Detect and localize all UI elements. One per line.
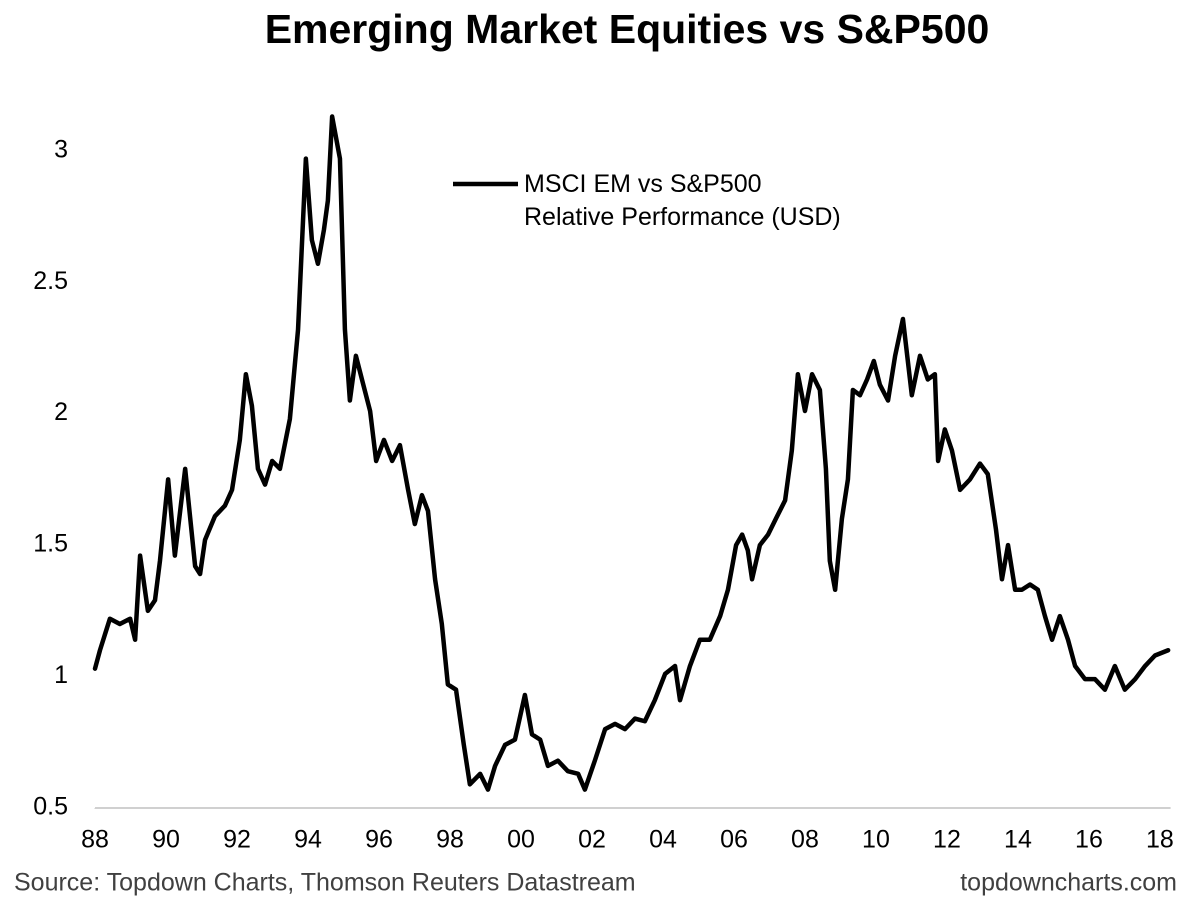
legend-label: MSCI EM vs S&P500 Relative Performance (…	[524, 170, 841, 231]
y-tick-label: 2.5	[33, 267, 68, 295]
x-tick-label: 00	[507, 826, 535, 854]
x-tick-label: 16	[1075, 826, 1103, 854]
y-tick-label: 2	[54, 398, 68, 426]
y-tick-label: 1.5	[33, 530, 68, 558]
x-tick-label: 18	[1146, 826, 1174, 854]
x-tick-label: 02	[578, 826, 606, 854]
x-tick-label: 88	[81, 826, 109, 854]
x-tick-label: 90	[152, 826, 180, 854]
y-tick-label: 3	[54, 135, 68, 163]
credit: topdowncharts.com	[960, 869, 1177, 897]
x-tick-label: 14	[1004, 826, 1032, 854]
y-tick-label: 0.5	[33, 793, 68, 821]
chart-title: Emerging Market Equities vs S&P500	[265, 6, 990, 52]
x-tick-label: 12	[933, 826, 961, 854]
x-tick-label: 04	[649, 826, 677, 854]
x-tick-label: 94	[294, 826, 322, 854]
data-line	[92, 114, 1171, 792]
source-note: Source: Topdown Charts, Thomson Reuters …	[14, 869, 636, 897]
x-tick-label: 10	[862, 826, 890, 854]
y-tick-label: 1	[54, 661, 68, 689]
x-tick-label: 06	[720, 826, 748, 854]
x-tick-label: 98	[436, 826, 464, 854]
x-tick-label: 96	[365, 826, 393, 854]
x-tick-label: 92	[223, 826, 251, 854]
x-tick-label: 08	[791, 826, 819, 854]
